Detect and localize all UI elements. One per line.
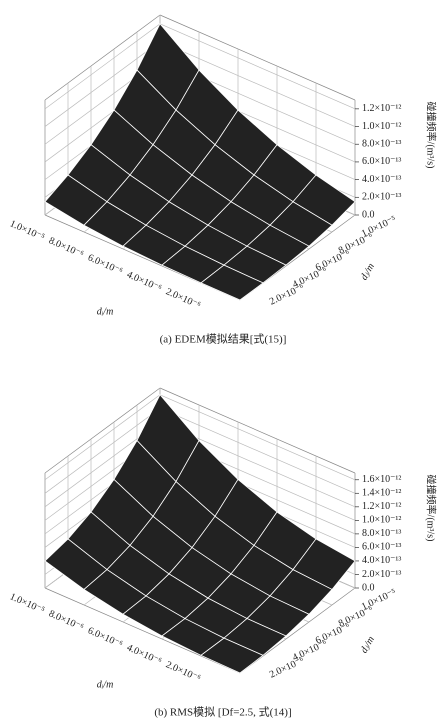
- x-axis-title: dᵢ/m: [97, 679, 114, 690]
- z-tick-label: 1.0×10⁻¹²: [362, 121, 401, 132]
- grid-line: [159, 407, 356, 494]
- x-tick-label: 2.0×10⁻⁶: [164, 286, 203, 311]
- x-tick-label: 2.0×10⁻⁶: [164, 659, 203, 684]
- y-axis-title: dⱼ/m: [359, 635, 377, 656]
- grid-line: [44, 408, 161, 494]
- z-tick-label: 2.0×10⁻¹³: [362, 569, 401, 580]
- surface-cell: [200, 637, 264, 674]
- grid-line: [159, 23, 356, 110]
- grid-line: [159, 394, 356, 481]
- z-tick-label: 0.0: [362, 582, 375, 593]
- box-edge: [239, 587, 356, 674]
- x-tick-label: 8.0×10⁻⁶: [47, 608, 86, 633]
- x-axis-title: dᵢ/m: [97, 306, 114, 317]
- x-tick-label: 1.0×10⁻⁵: [8, 218, 46, 243]
- grid-line: [159, 41, 356, 127]
- z-tick-label: 1.0×10⁻¹²: [362, 515, 401, 526]
- z-tick-label: 1.2×10⁻¹²: [362, 501, 401, 512]
- x-tick-label: 6.0×10⁻⁶: [86, 625, 125, 650]
- y-tick-label: 2.0×10⁻⁶: [268, 282, 307, 308]
- x-tick-label: 4.0×10⁻⁶: [125, 642, 164, 667]
- z-tick-label: 8.0×10⁻¹³: [362, 528, 401, 539]
- y-axis-title: dⱼ/m: [359, 262, 377, 283]
- grid-line: [44, 41, 161, 127]
- box-edge: [44, 14, 161, 101]
- z-tick-label: 1.4×10⁻¹²: [362, 488, 401, 499]
- x-tick-label: 4.0×10⁻⁶: [125, 269, 164, 294]
- box-edge: [159, 387, 356, 474]
- box-edge: [44, 387, 161, 474]
- box-edge: [159, 14, 356, 101]
- box-edge: [44, 587, 241, 674]
- z-tick-label: 4.0×10⁻¹³: [362, 555, 401, 566]
- x-tick-label: 8.0×10⁻⁶: [47, 235, 86, 260]
- z-tick-label: 0.0: [362, 209, 375, 220]
- z-tick-label: 1.6×10⁻¹²: [362, 474, 401, 485]
- caption: (b) RMS模拟 [Df=2.5, 式(14)]: [154, 705, 291, 719]
- z-tick-label: 1.2×10⁻¹²: [362, 103, 401, 114]
- surface-cell: [200, 264, 264, 301]
- y-tick-label: 2.0×10⁻⁶: [268, 655, 307, 681]
- z-tick-label: 4.0×10⁻¹³: [362, 174, 401, 185]
- grid-line: [44, 23, 161, 110]
- caption: (a) EDEM模拟结果[式(15)]: [160, 332, 287, 346]
- x-tick-label: 1.0×10⁻⁵: [8, 591, 46, 616]
- z-tick-label: 2.0×10⁻¹³: [362, 192, 401, 203]
- x-tick-label: 6.0×10⁻⁶: [86, 252, 125, 277]
- z-tick-label: 8.0×10⁻¹³: [362, 139, 401, 150]
- z-axis-title: 碰撞频率/(m³/s): [425, 102, 438, 169]
- grid-line: [44, 394, 161, 481]
- z-axis-title: 碰撞频率/(m³/s): [425, 475, 438, 542]
- z-tick-label: 6.0×10⁻¹³: [362, 542, 401, 553]
- z-tick-label: 6.0×10⁻¹³: [362, 156, 401, 167]
